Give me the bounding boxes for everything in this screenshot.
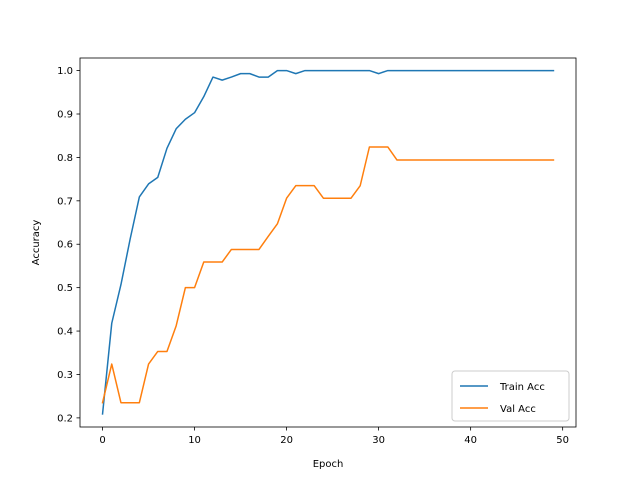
y-axis-label: Accuracy (31, 220, 42, 266)
y-tick-label: 0.7 (57, 196, 73, 207)
x-tick-label: 30 (372, 435, 385, 446)
plot-frame (79, 57, 577, 428)
x-tick-label: 0 (99, 435, 105, 446)
series-layer (101, 69, 555, 415)
y-tick-label: 0.5 (57, 283, 73, 294)
legend-label: Val Acc (500, 404, 536, 415)
y-axis-ticks: 0.2 0.3 0.4 0.5 0.6 0.7 0.8 0.9 1.0 (57, 66, 80, 424)
x-axis-label: Epoch (313, 459, 344, 470)
y-tick-label: 0.2 (57, 413, 73, 424)
x-axis-ticks: 0 10 20 30 40 50 (99, 427, 569, 446)
y-tick-label: 0.8 (57, 153, 73, 164)
x-tick-label: 10 (188, 435, 201, 446)
series-line-val-acc (101, 146, 555, 404)
y-tick-label: 0.6 (57, 240, 73, 251)
y-tick-label: 0.3 (57, 370, 73, 381)
y-tick-label: 1.0 (57, 66, 73, 77)
y-tick-label: 0.4 (57, 327, 73, 338)
series-line-train-acc (101, 69, 555, 415)
x-tick-label: 40 (464, 435, 477, 446)
legend: Train Acc Val Acc (451, 370, 570, 422)
x-tick-label: 20 (280, 435, 293, 446)
x-tick-label: 50 (556, 435, 569, 446)
y-tick-label: 0.9 (57, 110, 73, 121)
legend-label: Train Acc (499, 382, 545, 393)
